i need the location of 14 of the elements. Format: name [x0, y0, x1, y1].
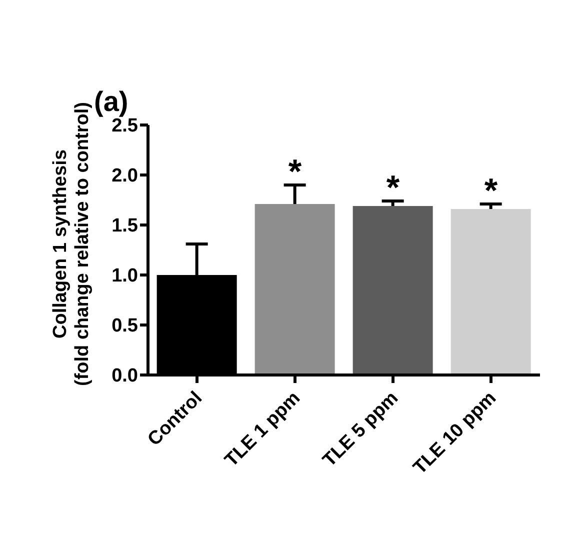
y-tick-label: 2.5 [112, 116, 138, 137]
annotation: * [288, 153, 302, 191]
y-tick-label: 2.0 [112, 166, 138, 187]
annotation: * [484, 172, 498, 210]
y-tick-label: 1.0 [112, 266, 138, 287]
y-tick-label: 0.0 [112, 366, 138, 387]
annotation: * [386, 169, 400, 207]
y-tick-label: 0.5 [112, 316, 138, 337]
bar [450, 209, 531, 375]
y-tick-label: 1.5 [112, 216, 138, 237]
chart-title: (a) [94, 86, 128, 118]
bar [254, 204, 335, 375]
bar [352, 206, 433, 375]
y-axis-title: Collagen 1 synthesis (fold change relative to control) [50, 102, 93, 386]
